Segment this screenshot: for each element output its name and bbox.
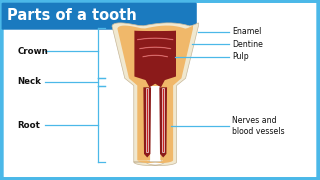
Text: Nerves and
blood vessels: Nerves and blood vessels [232, 116, 284, 136]
Text: Enamel: Enamel [232, 27, 261, 36]
Text: Root: Root [18, 121, 40, 130]
Polygon shape [134, 31, 176, 87]
Text: Pulp: Pulp [232, 52, 249, 61]
Polygon shape [112, 23, 198, 165]
FancyBboxPatch shape [2, 3, 197, 30]
Polygon shape [143, 87, 151, 158]
Polygon shape [159, 87, 167, 158]
Text: Neck: Neck [18, 77, 42, 86]
Text: Parts of a tooth: Parts of a tooth [7, 8, 137, 23]
Polygon shape [117, 26, 193, 163]
Text: Dentine: Dentine [232, 40, 263, 49]
FancyBboxPatch shape [2, 1, 318, 179]
Text: Crown: Crown [18, 47, 48, 56]
